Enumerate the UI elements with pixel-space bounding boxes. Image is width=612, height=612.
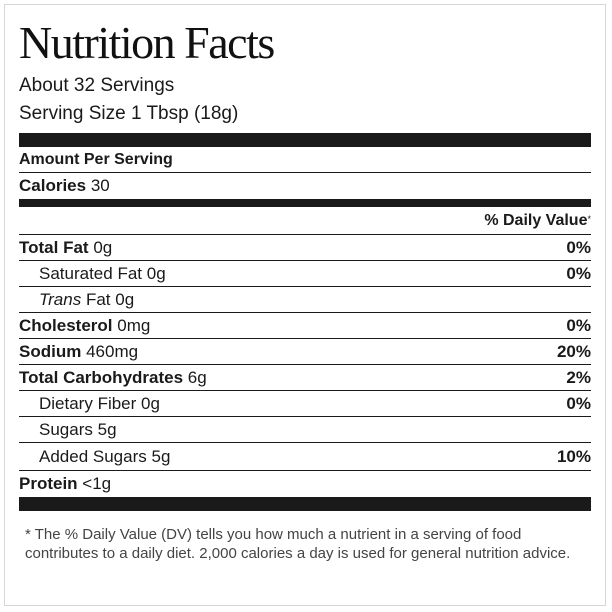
nutrient-name-cell: Total Fat 0g (19, 238, 112, 258)
nutrient-amount: 0mg (117, 315, 151, 335)
nutrient-dv: 2% (566, 367, 591, 387)
nutrient-name-cell: Protein <1g (19, 474, 111, 494)
daily-value-mark: * (587, 213, 591, 224)
nutrient-row-trans-fat: Trans Fat 0g (19, 287, 591, 313)
nutrient-row-saturated-fat: Saturated Fat 0g 0% (19, 261, 591, 287)
nutrient-amount: 0g (115, 289, 135, 309)
nutrient-row-total-carbohydrates: Total Carbohydrates 6g 2% (19, 365, 591, 391)
nutrient-dv: 0% (566, 393, 591, 413)
nutrient-name: Dietary Fiber (39, 393, 137, 413)
nutrient-amount: 460mg (86, 341, 139, 361)
nutrient-name: Protein (19, 474, 78, 493)
nutrient-name: Total Fat (19, 237, 89, 257)
label-content: Nutrition Facts About 32 Servings Servin… (19, 5, 591, 563)
nutrient-name: Sugars (39, 419, 93, 439)
amount-per-serving: Amount Per Serving (19, 147, 591, 173)
servings-per-container: About 32 Servings (19, 75, 175, 96)
nutrient-name: Fat (85, 289, 111, 309)
nutrient-amount: 0g (93, 237, 113, 257)
label-title: Nutrition Facts (19, 17, 275, 68)
nutrient-name-cell: Dietary Fiber 0g (19, 394, 160, 414)
nutrient-row-added-sugars: Added Sugars 5g 10% (19, 443, 591, 471)
nutrient-dv: 0% (566, 263, 591, 283)
nutrient-dv: 10% (556, 446, 591, 466)
daily-value-header-text: % Daily Value (484, 211, 588, 229)
nutrient-name-cell: Added Sugars 5g (19, 447, 170, 467)
nutrient-name-cell: Trans Fat 0g (19, 290, 134, 310)
nutrient-row-cholesterol: Cholesterol 0mg 0% (19, 313, 591, 339)
nutrient-name: Total Carbohydrates (19, 367, 184, 387)
daily-value-header: % Daily Value * (19, 207, 591, 235)
nutrient-row-dietary-fiber: Dietary Fiber 0g 0% (19, 391, 591, 417)
bottom-thick-divider (19, 497, 591, 511)
nutrient-amount: 0g (146, 263, 166, 283)
nutrient-row-total-fat: Total Fat 0g 0% (19, 235, 591, 261)
nutrient-dv: 0% (566, 315, 591, 335)
nutrient-row-protein: Protein <1g (19, 471, 591, 497)
nutrient-name-cell: Sodium 460mg (19, 342, 138, 362)
nutrient-amount: 0g (141, 393, 160, 413)
nutrient-name-cell: Sugars 5g (19, 420, 117, 440)
nutrient-dv: 0% (566, 237, 591, 257)
nutrient-amount: 6g (187, 367, 207, 387)
serving-size: Serving Size 1 Tbsp (18g) (19, 103, 239, 124)
nutrient-name-cell: Saturated Fat 0g (19, 264, 166, 284)
daily-value-footnote: * The % Daily Value (DV) tells you how m… (25, 526, 571, 562)
nutrient-amount: <1g (82, 474, 112, 493)
nutrient-name-cell: Cholesterol 0mg (19, 316, 150, 336)
nutrient-name: Cholesterol (19, 315, 113, 335)
nutrient-amount: 5g (97, 419, 117, 439)
medium-divider (19, 199, 591, 207)
calories-value: 30 (90, 176, 110, 195)
nutrient-row-sugars: Sugars 5g (19, 417, 591, 443)
nutrient-dv: 20% (556, 341, 591, 361)
nutrient-name: Saturated Fat (39, 263, 143, 283)
calories-row: Calories 30 (19, 173, 591, 199)
nutrient-amount: 5g (151, 446, 171, 466)
nutrition-facts-label: Nutrition Facts About 32 Servings Servin… (4, 4, 606, 606)
calories-label: Calories (19, 176, 87, 195)
nutrient-name-italic: Trans (39, 289, 82, 309)
nutrient-name-cell: Total Carbohydrates 6g (19, 368, 207, 388)
nutrient-name: Sodium (19, 341, 82, 361)
nutrient-row-sodium: Sodium 460mg 20% (19, 339, 591, 365)
nutrient-name: Added Sugars (39, 446, 147, 466)
thick-divider (19, 133, 591, 147)
